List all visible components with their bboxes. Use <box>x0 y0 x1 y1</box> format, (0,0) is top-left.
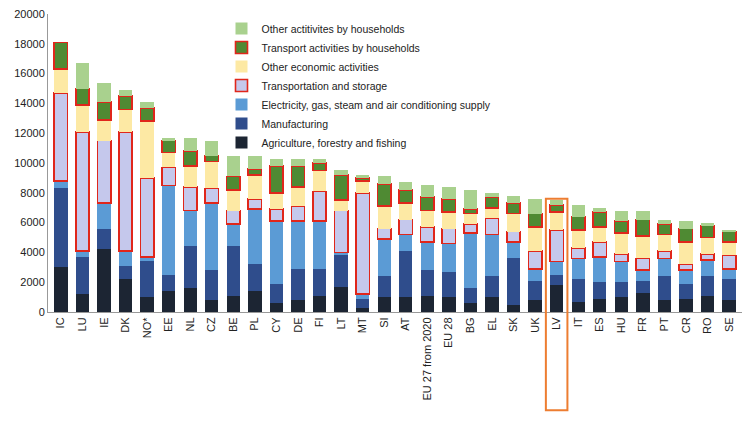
svg-text:NL: NL <box>184 317 196 331</box>
svg-text:CY: CY <box>270 317 282 333</box>
svg-text:4000: 4000 <box>20 246 44 258</box>
svg-text:FI: FI <box>313 317 325 327</box>
svg-text:16000: 16000 <box>14 67 45 79</box>
svg-text:2000: 2000 <box>20 276 44 288</box>
svg-text:IC: IC <box>55 317 67 328</box>
svg-text:EE: EE <box>162 317 174 332</box>
svg-text:Agriculture, forestry and fish: Agriculture, forestry and fishing <box>262 137 407 149</box>
svg-text:HU: HU <box>615 317 627 333</box>
svg-text:14000: 14000 <box>14 97 45 109</box>
svg-text:UK: UK <box>529 317 541 333</box>
svg-text:EL: EL <box>486 317 498 330</box>
svg-text:6000: 6000 <box>20 216 44 228</box>
svg-text:PT: PT <box>658 317 670 331</box>
svg-text:Electricity, gas, steam and ai: Electricity, gas, steam and air conditio… <box>262 99 491 111</box>
svg-text:SE: SE <box>723 317 735 332</box>
svg-text:8000: 8000 <box>20 187 44 199</box>
svg-text:AT: AT <box>399 317 411 331</box>
svg-text:EU 28: EU 28 <box>442 317 454 348</box>
svg-text:Transport activities by househ: Transport activities by households <box>262 42 420 54</box>
svg-text:Other actitivites by household: Other actitivites by households <box>262 23 405 35</box>
svg-text:Manufacturing: Manufacturing <box>262 118 329 130</box>
svg-text:Transportation and storage: Transportation and storage <box>262 80 388 92</box>
svg-text:10000: 10000 <box>14 157 45 169</box>
svg-text:MT: MT <box>356 317 368 333</box>
svg-text:RO: RO <box>701 317 713 334</box>
svg-text:DK: DK <box>119 317 131 333</box>
svg-text:BE: BE <box>227 317 239 332</box>
svg-text:LT: LT <box>335 317 347 329</box>
svg-text:18000: 18000 <box>14 38 45 50</box>
svg-text:CZ: CZ <box>205 317 217 332</box>
svg-text:IT: IT <box>572 317 584 327</box>
svg-text:EU 27 from 2020: EU 27 from 2020 <box>421 317 433 400</box>
svg-text:DE: DE <box>292 317 304 332</box>
svg-text:CR: CR <box>680 317 692 333</box>
svg-text:LU: LU <box>76 317 88 331</box>
svg-text:BG: BG <box>464 317 476 333</box>
svg-text:FR: FR <box>636 317 648 332</box>
svg-text:PL: PL <box>248 317 260 330</box>
svg-text:SI: SI <box>378 317 390 327</box>
svg-text:IE: IE <box>98 317 110 327</box>
svg-text:ES: ES <box>593 317 605 332</box>
svg-text:NO*: NO* <box>141 317 153 339</box>
svg-text:SK: SK <box>507 317 519 332</box>
svg-text:0: 0 <box>39 306 45 318</box>
svg-text:Other economic activities: Other economic activities <box>262 61 379 73</box>
svg-text:12000: 12000 <box>14 127 45 139</box>
svg-text:LV: LV <box>550 317 562 330</box>
svg-text:20000: 20000 <box>14 8 45 20</box>
